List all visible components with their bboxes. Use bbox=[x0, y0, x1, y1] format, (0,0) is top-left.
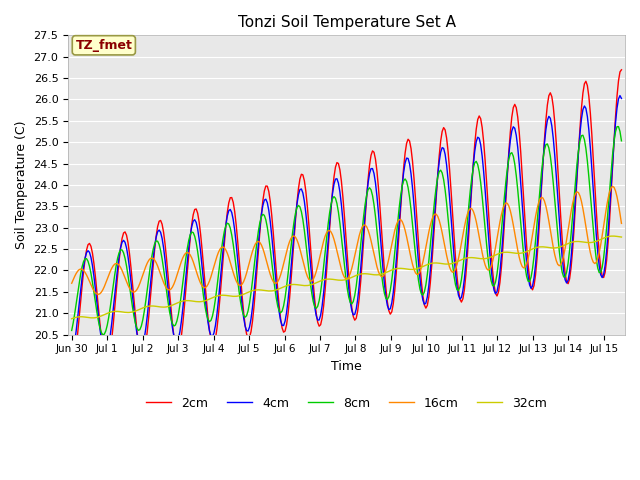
Text: TZ_fmet: TZ_fmet bbox=[76, 39, 132, 52]
4cm bbox=[471, 148, 479, 154]
Line: 4cm: 4cm bbox=[72, 96, 621, 356]
4cm bbox=[68, 353, 76, 359]
8cm bbox=[607, 168, 615, 174]
8cm bbox=[99, 332, 107, 337]
8cm bbox=[68, 327, 76, 333]
4cm bbox=[253, 257, 260, 263]
8cm bbox=[472, 158, 480, 164]
2cm bbox=[138, 353, 145, 359]
2cm bbox=[158, 221, 166, 227]
16cm bbox=[68, 280, 76, 286]
16cm bbox=[607, 185, 615, 191]
Title: Tonzi Soil Temperature Set A: Tonzi Soil Temperature Set A bbox=[237, 15, 456, 30]
32cm bbox=[609, 233, 616, 239]
16cm bbox=[472, 218, 480, 224]
8cm bbox=[349, 299, 357, 304]
8cm bbox=[160, 266, 168, 272]
Line: 32cm: 32cm bbox=[72, 236, 621, 319]
Line: 16cm: 16cm bbox=[72, 186, 621, 294]
2cm bbox=[618, 67, 625, 72]
16cm bbox=[349, 260, 357, 265]
2cm bbox=[348, 304, 356, 310]
4cm bbox=[616, 93, 624, 98]
16cm bbox=[255, 239, 262, 244]
8cm bbox=[255, 228, 262, 234]
32cm bbox=[618, 234, 625, 240]
16cm bbox=[618, 220, 625, 226]
16cm bbox=[95, 291, 102, 297]
32cm bbox=[605, 233, 613, 239]
2cm bbox=[605, 217, 613, 223]
Legend: 2cm, 4cm, 8cm, 16cm, 32cm: 2cm, 4cm, 8cm, 16cm, 32cm bbox=[141, 392, 552, 415]
16cm bbox=[139, 272, 147, 278]
4cm bbox=[348, 308, 356, 313]
2cm bbox=[253, 267, 260, 273]
32cm bbox=[253, 287, 260, 293]
32cm bbox=[158, 304, 166, 310]
8cm bbox=[614, 124, 622, 130]
4cm bbox=[138, 345, 145, 350]
Line: 8cm: 8cm bbox=[72, 127, 621, 335]
4cm bbox=[605, 207, 613, 213]
2cm bbox=[471, 141, 479, 147]
Line: 2cm: 2cm bbox=[72, 70, 621, 369]
8cm bbox=[618, 138, 625, 144]
32cm bbox=[348, 275, 356, 280]
Y-axis label: Soil Temperature (C): Soil Temperature (C) bbox=[15, 120, 28, 249]
16cm bbox=[160, 279, 168, 285]
16cm bbox=[609, 183, 616, 189]
4cm bbox=[158, 236, 166, 241]
4cm bbox=[618, 96, 625, 101]
8cm bbox=[139, 317, 147, 323]
2cm bbox=[68, 366, 76, 372]
X-axis label: Time: Time bbox=[332, 360, 362, 373]
32cm bbox=[471, 255, 479, 261]
32cm bbox=[68, 316, 76, 322]
32cm bbox=[138, 306, 145, 312]
